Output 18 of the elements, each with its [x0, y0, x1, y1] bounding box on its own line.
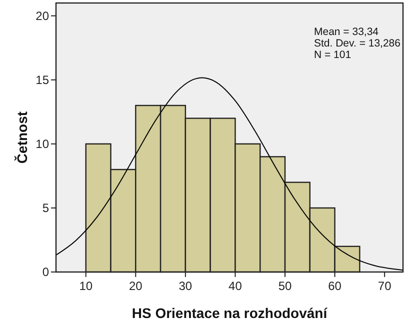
annotation: N = 101	[314, 49, 352, 61]
y-tick-label: 5	[42, 200, 50, 215]
y-tick-label: 0	[42, 265, 50, 279]
x-tick-label: 60	[328, 279, 342, 293]
annotation: Std. Dev. = 13,286	[314, 38, 401, 50]
y-tick-label: 15	[36, 72, 50, 87]
annotation: Mean = 33,34	[314, 26, 379, 38]
x-tick-label: 30	[178, 279, 192, 293]
y-tick-label: 10	[36, 136, 50, 151]
x-tick-label: 50	[278, 279, 292, 293]
y-tick-label: 20	[36, 8, 50, 23]
x-tick-label: 70	[378, 279, 392, 293]
x-axis-title: HS Orientace na rozhodování	[132, 305, 328, 321]
line-series	[56, 77, 403, 271]
x-tick-label: 10	[79, 279, 93, 293]
x-tick-label: 40	[228, 279, 242, 293]
y-axis-title: Četnost	[14, 111, 30, 164]
x-tick-label: 20	[128, 279, 143, 293]
